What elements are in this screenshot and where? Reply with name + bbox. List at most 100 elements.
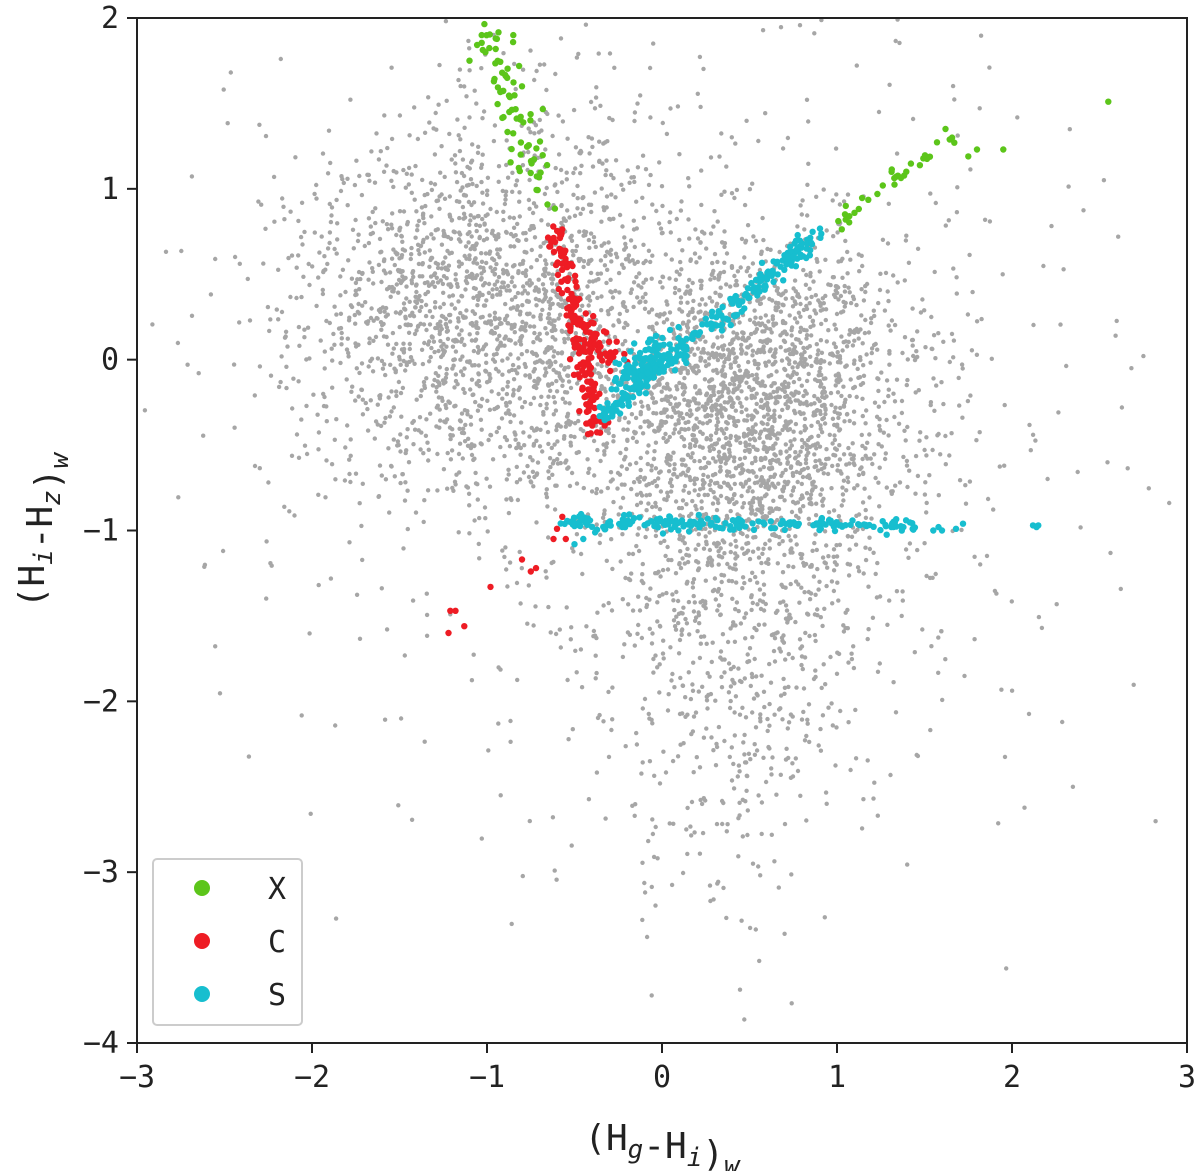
background-point — [471, 348, 477, 354]
background-point — [606, 754, 612, 760]
background-point — [928, 402, 933, 408]
background-point — [712, 209, 717, 214]
background-point — [653, 824, 658, 830]
background-point — [508, 244, 513, 249]
background-points — [142, 17, 1172, 1022]
background-point — [701, 66, 706, 72]
background-point — [951, 355, 956, 360]
background-point — [914, 752, 919, 758]
background-point — [374, 131, 379, 136]
background-point — [734, 580, 739, 585]
background-point — [413, 163, 418, 169]
background-point — [1125, 466, 1130, 471]
background-point — [647, 626, 652, 631]
background-point — [429, 214, 434, 219]
background-point — [709, 299, 715, 304]
background-point — [697, 765, 703, 770]
background-point — [567, 215, 572, 220]
background-point — [726, 661, 732, 666]
background-point — [722, 670, 727, 675]
background-point — [674, 216, 679, 222]
background-point — [263, 226, 268, 231]
background-point — [657, 381, 662, 386]
background-point — [514, 480, 520, 485]
background-point — [708, 437, 713, 442]
background-point — [716, 549, 721, 554]
background-point — [340, 267, 346, 272]
background-point — [622, 415, 628, 421]
background-point — [332, 304, 337, 309]
background-point — [690, 309, 695, 314]
background-point — [265, 304, 271, 310]
background-point — [728, 398, 733, 403]
background-point — [778, 25, 784, 30]
background-point — [594, 635, 599, 641]
background-point — [869, 516, 874, 521]
background-point — [565, 208, 570, 213]
background-point — [436, 380, 442, 386]
background-point — [841, 384, 846, 389]
background-point — [851, 409, 857, 414]
background-point — [758, 301, 763, 306]
background-point — [711, 224, 716, 229]
background-point — [517, 214, 522, 219]
background-point — [818, 492, 823, 497]
background-point — [801, 267, 806, 273]
background-point — [450, 485, 455, 491]
background-point — [798, 329, 803, 334]
background-point — [550, 272, 555, 277]
background-point — [438, 319, 443, 324]
background-point — [515, 497, 521, 503]
background-point — [453, 170, 459, 175]
background-point — [459, 294, 465, 299]
background-point — [441, 350, 447, 356]
background-point — [886, 201, 891, 206]
background-point — [767, 296, 772, 302]
background-point — [740, 330, 745, 335]
background-point — [845, 192, 851, 197]
background-point — [618, 505, 623, 510]
background-point — [599, 219, 604, 224]
background-point — [812, 452, 817, 457]
background-point — [899, 613, 904, 619]
background-point — [282, 335, 288, 340]
background-point — [760, 28, 766, 33]
background-point — [773, 359, 778, 364]
background-point — [484, 476, 489, 481]
background-point — [788, 538, 793, 543]
background-point — [648, 586, 653, 591]
background-point — [753, 238, 759, 244]
background-point — [477, 556, 482, 561]
background-point — [651, 41, 656, 46]
background-point — [685, 329, 690, 334]
background-point — [753, 927, 758, 932]
background-point — [594, 486, 600, 492]
background-point — [477, 235, 482, 241]
background-point — [455, 284, 460, 289]
background-point — [424, 591, 429, 596]
background-point — [479, 442, 484, 447]
background-point — [421, 322, 427, 327]
background-point — [330, 358, 335, 363]
background-point — [475, 408, 481, 413]
background-point — [444, 344, 449, 349]
background-point — [927, 473, 932, 478]
background-point — [972, 554, 977, 559]
background-point — [324, 318, 329, 324]
background-point — [838, 310, 844, 315]
background-point — [538, 402, 543, 408]
background-point — [371, 281, 376, 286]
background-point — [536, 277, 541, 282]
background-point — [435, 451, 440, 457]
background-point — [635, 631, 640, 636]
background-point — [353, 288, 358, 293]
background-point — [762, 704, 767, 710]
background-point — [939, 629, 944, 634]
background-point — [660, 285, 665, 290]
background-point — [498, 793, 503, 798]
background-point — [506, 467, 511, 472]
background-point — [806, 450, 811, 455]
background-point — [404, 360, 409, 365]
background-point — [799, 437, 805, 443]
background-point — [972, 637, 977, 642]
